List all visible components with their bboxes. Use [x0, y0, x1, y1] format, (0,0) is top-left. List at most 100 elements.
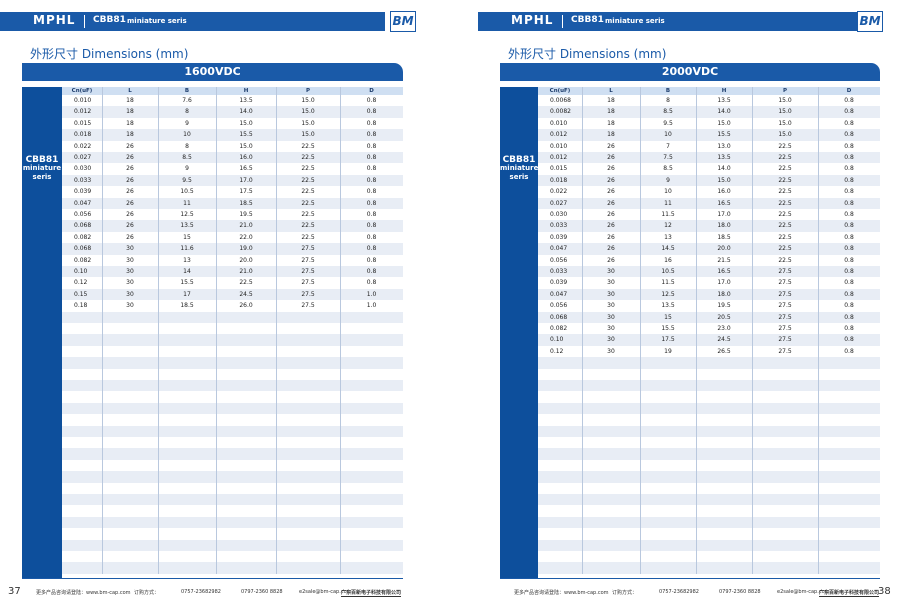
table-cell: 0.033 — [550, 268, 568, 275]
table-row — [62, 174, 403, 187]
table-cell: 8.5 — [663, 108, 673, 116]
table-cell: 18.5 — [180, 302, 194, 310]
table-cell: 0.8 — [366, 97, 377, 104]
table-cell: 0.8 — [366, 154, 377, 161]
table-cell: 9.5 — [182, 176, 192, 184]
column-label: L — [128, 88, 132, 94]
column-label: P — [782, 88, 788, 94]
table-row — [62, 243, 403, 255]
table-cell: 30 — [607, 347, 615, 355]
table-cell: 0.8 — [844, 279, 854, 287]
section-title: 外形尺寸 Dimensions (mm) — [508, 47, 667, 61]
table-cell: 18 — [126, 119, 134, 127]
table-cell: 14.5 — [661, 245, 675, 253]
table-cell: 30 — [126, 302, 134, 310]
table-row — [538, 471, 880, 483]
table-cell: 0.8 — [844, 165, 854, 173]
footer-order: 订购方式： — [612, 590, 638, 596]
table-cell: 0.018 — [550, 176, 568, 184]
table-row — [538, 266, 880, 278]
table-cell: 0.033 — [550, 222, 568, 230]
table-row — [62, 277, 403, 289]
table-cell: 30 — [607, 279, 615, 287]
table-cell: 10.5 — [661, 268, 675, 275]
table-cell: 27.5 — [778, 268, 792, 275]
footer-email: e2sale@bm-cap.com — [299, 589, 352, 595]
table-row — [62, 300, 403, 312]
table-cell: 0.8 — [366, 108, 377, 116]
column-divider — [102, 87, 103, 574]
table-cell: 0.18 — [74, 302, 88, 310]
table-cell: 0.056 — [550, 302, 568, 310]
table-row — [62, 288, 403, 301]
table-cell: 15.0 — [778, 97, 792, 104]
table-cell: 27.5 — [301, 256, 315, 264]
table-cell: 0.8 — [844, 188, 854, 196]
table-cell: 0.8 — [366, 222, 377, 230]
table-row — [62, 129, 403, 141]
table-row — [538, 425, 880, 437]
table-cell: 8 — [666, 97, 670, 104]
table-cell: 11.5 — [661, 279, 675, 287]
table-row — [538, 152, 880, 164]
table-cell: 0.0082 — [550, 108, 571, 116]
table-cell: 0.12 — [74, 279, 88, 287]
table-cell: 26 — [607, 233, 615, 241]
table-row — [62, 209, 403, 221]
table-row — [538, 437, 880, 449]
table-cell: 19 — [664, 347, 672, 355]
table-cell: 19.5 — [239, 211, 253, 218]
table-cell: 0.8 — [844, 211, 854, 218]
table-cell: 0.056 — [74, 211, 92, 218]
table-cell: 15.0 — [239, 142, 253, 150]
table-cell: 22.5 — [778, 199, 792, 207]
table-row — [538, 117, 880, 130]
table-cell: 0.8 — [844, 97, 854, 104]
table-row — [538, 345, 880, 358]
table-cell: 0.8 — [844, 119, 854, 127]
table-cell: 13.5 — [239, 97, 253, 104]
column-divider — [818, 87, 819, 574]
table-cell: 14 — [183, 268, 191, 275]
column-label: D — [369, 88, 374, 94]
table-cell: 20.0 — [239, 256, 253, 264]
table-row — [538, 300, 880, 312]
table-cell: 1.0 — [366, 290, 377, 298]
table-cell: 18 — [607, 131, 615, 139]
table-cell: 0.030 — [74, 165, 92, 173]
table-cell: 30 — [607, 302, 615, 310]
table-cell: 27.5 — [778, 325, 792, 332]
table-cell: 17.5 — [239, 188, 253, 196]
footer-email: e2sale@bm-cap.com — [777, 589, 830, 595]
table-cell: 26 — [126, 165, 134, 173]
table-row — [62, 106, 403, 118]
column-label: L — [609, 88, 613, 94]
table-cell: 18 — [126, 108, 134, 116]
table-cell: 21.5 — [717, 256, 731, 264]
table-cell: 24.5 — [239, 290, 253, 298]
table-cell: 0.030 — [550, 211, 568, 218]
table-cell: 18.5 — [717, 233, 731, 241]
table-cell: 0.8 — [844, 142, 854, 150]
table-cell: 22.5 — [778, 188, 792, 196]
table-cell: 26 — [607, 188, 615, 196]
table-cell: 0.033 — [74, 176, 92, 184]
table-cell: 0.015 — [550, 165, 568, 173]
table-cell: 26 — [607, 245, 615, 253]
table-cell: 18.0 — [717, 222, 731, 230]
table-cell: 20.5 — [717, 313, 731, 321]
table-row — [538, 95, 880, 107]
table-cell: 21.0 — [239, 268, 253, 275]
side-label-line: miniature — [22, 164, 62, 172]
table-cell: 13 — [183, 256, 191, 264]
table-row — [62, 311, 403, 323]
table-cell: 0.010 — [74, 97, 92, 104]
table-cell: 0.047 — [550, 290, 568, 298]
table-cell: 22.5 — [778, 222, 792, 230]
table-cell: 0.012 — [550, 131, 568, 139]
table-cell: 16.0 — [717, 188, 731, 196]
table-cell: 18.0 — [717, 290, 731, 298]
table-cell: 22.5 — [778, 176, 792, 184]
table-cell: 0.010 — [550, 119, 568, 127]
